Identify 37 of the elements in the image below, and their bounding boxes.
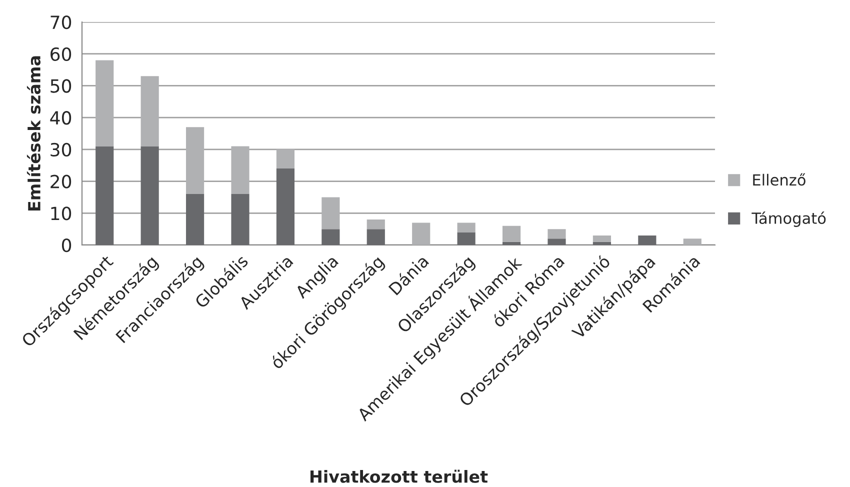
y-axis-title: Említések száma (26, 56, 41, 210)
y-tick-label: 60 (50, 47, 72, 61)
y-tick-label: 30 (50, 142, 72, 157)
bar (366, 229, 385, 245)
bar (638, 235, 656, 245)
bar (322, 229, 340, 245)
bar (231, 194, 250, 245)
y-tick-label: 10 (51, 206, 72, 220)
bar (96, 146, 114, 245)
bar (322, 197, 340, 230)
x-axis-title: Hivatkozott terület (310, 470, 488, 483)
y-tick-label: 70 (50, 15, 72, 30)
y-tick-label: 50 (50, 79, 72, 93)
bar (366, 220, 385, 230)
bar (140, 146, 159, 245)
legend-label: Támogató (752, 212, 826, 227)
bar (231, 146, 250, 194)
y-tick-label: 40 (50, 111, 72, 125)
bar (457, 232, 476, 245)
y-tick-label: 20 (50, 174, 72, 188)
bar (592, 235, 612, 242)
bar (457, 222, 476, 232)
legend-label: Ellenző (753, 173, 806, 186)
bar (683, 238, 702, 245)
bar (592, 242, 612, 245)
bar (276, 149, 295, 169)
bar (412, 222, 430, 245)
bar (502, 242, 521, 245)
bar (186, 127, 204, 194)
bar (548, 238, 566, 245)
y-tick-label: 0 (62, 238, 72, 252)
bar (502, 226, 521, 242)
bar (548, 229, 566, 239)
bar (276, 168, 295, 245)
bar (140, 76, 159, 146)
bar (96, 60, 114, 146)
bar (186, 194, 204, 245)
